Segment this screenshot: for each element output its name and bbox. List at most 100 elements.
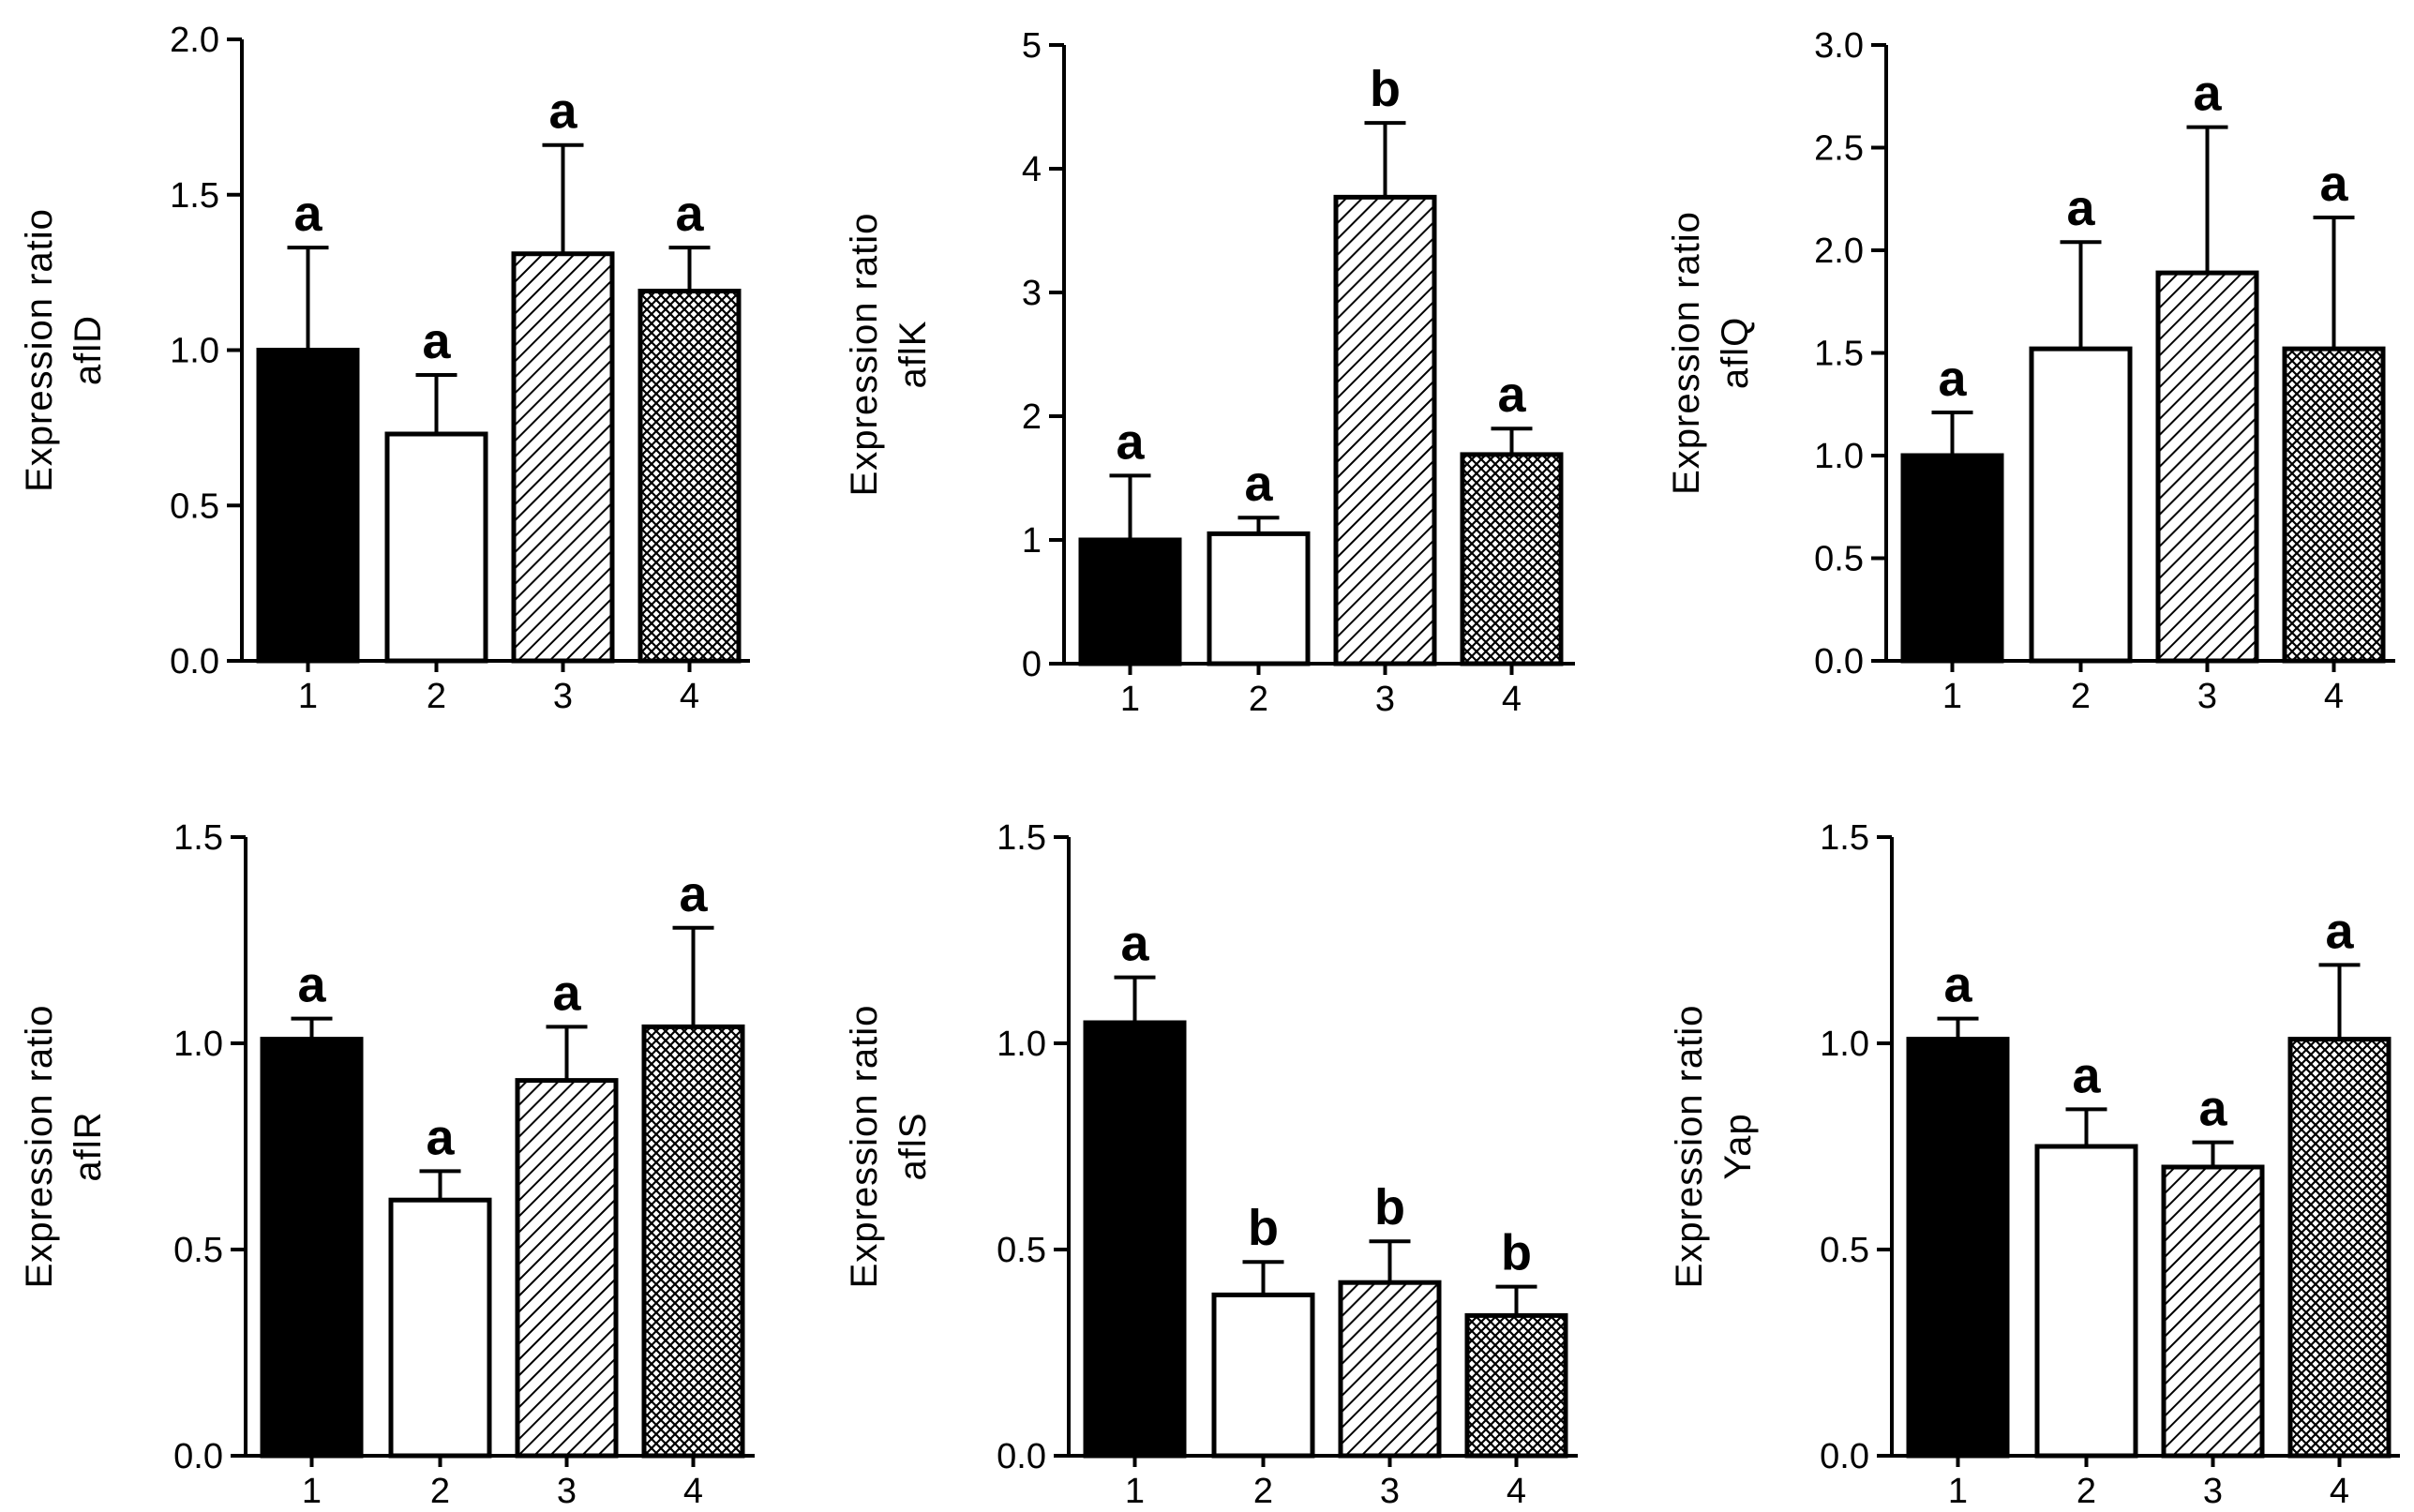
- bar-3: [2155, 270, 2259, 664]
- bar-4: [2282, 346, 2386, 664]
- bar-4: [637, 289, 742, 664]
- x-tick-label: 2: [1253, 1472, 1273, 1511]
- x-tick-label: 1: [302, 1472, 322, 1511]
- bar-3: [2161, 1164, 2265, 1459]
- y-tick-label: 0.5: [170, 487, 219, 526]
- bar-3: [515, 1078, 619, 1459]
- y-tick-label: 1.5: [1814, 335, 1864, 374]
- significance-label: a: [2072, 1047, 2101, 1103]
- y-axis-label-line: aflS: [892, 1113, 934, 1181]
- significance-label: b: [1248, 1200, 1279, 1256]
- y-tick-label: 1.0: [173, 1025, 223, 1064]
- significance-label: a: [1244, 456, 1273, 512]
- chart-panel-6: 0.0 0.5 1.0 1.5 Expression ratio Yap a 1 a 2 a 3 a 4: [1669, 818, 2400, 1511]
- x-tick-label: 3: [1375, 680, 1395, 719]
- bar-4: [2287, 1037, 2392, 1459]
- y-tick-label: 0: [1022, 645, 1042, 684]
- x-tick-label: 2: [2077, 1472, 2096, 1511]
- significance-label: a: [1943, 957, 1972, 1013]
- x-tick-label: 2: [430, 1472, 450, 1511]
- bar-2: [2029, 346, 2133, 664]
- x-tick-label: 3: [2203, 1472, 2223, 1511]
- significance-label: a: [422, 313, 451, 369]
- bar-3: [511, 251, 615, 664]
- y-axis-label-line: aflR: [67, 1111, 109, 1181]
- y-tick-label: 1.0: [1820, 1025, 1869, 1064]
- bar-3: [1333, 194, 1437, 666]
- chart-panel-4: 0.0 0.5 1.0 1.5 Expression ratio aflR a 1 a 2 a 3 a 4: [19, 818, 755, 1511]
- y-axis-label-line: Yap: [1717, 1113, 1759, 1179]
- significance-label: b: [1501, 1225, 1532, 1281]
- y-tick-label: 0.0: [170, 642, 219, 681]
- bar-1: [1906, 1037, 2010, 1459]
- y-axis-label: Expression ratio aflQ: [1666, 211, 1756, 495]
- y-tick-label: 0.0: [997, 1437, 1046, 1476]
- chart-panel-1: 0.0 0.5 1.0 1.5 2.0 Expression ratio aflD a 1 a 2 a…: [19, 21, 750, 716]
- chart-panel-3: 0.0 0.5 1.0 1.5 2.0 2.5 3.0 Expression ratio afl…: [1666, 26, 2395, 716]
- significance-label: a: [297, 957, 326, 1013]
- significance-label: b: [1370, 61, 1401, 117]
- significance-label: a: [1497, 367, 1526, 423]
- x-tick-label: 4: [680, 677, 699, 716]
- bar-2: [1207, 531, 1311, 666]
- y-tick-label: 0.5: [997, 1231, 1046, 1270]
- x-tick-label: 1: [1942, 677, 1962, 716]
- y-tick-label: 1.5: [173, 818, 223, 858]
- significance-label: a: [1120, 916, 1149, 972]
- y-tick-label: 3.0: [1814, 26, 1864, 66]
- x-tick-label: 3: [553, 677, 573, 716]
- bar-2: [1211, 1292, 1315, 1459]
- y-axis-label-line: Expression ratio: [19, 1005, 60, 1289]
- bar-2: [2034, 1144, 2138, 1459]
- y-tick-label: 2: [1022, 397, 1042, 437]
- y-tick-label: 1.0: [1814, 437, 1864, 476]
- significance-label: a: [552, 965, 581, 1021]
- y-tick-label: 1.5: [997, 818, 1046, 858]
- y-tick-label: 3: [1022, 274, 1042, 313]
- y-tick-label: 0.0: [1820, 1437, 1869, 1476]
- y-tick-label: 2.0: [1814, 232, 1864, 271]
- bar-3: [1338, 1280, 1442, 1459]
- y-axis-label-line: Expression ratio: [19, 208, 60, 492]
- significance-label: a: [2066, 180, 2095, 236]
- y-tick-label: 0.5: [1820, 1231, 1869, 1270]
- y-tick-label: 1.0: [170, 332, 219, 371]
- significance-label: a: [2319, 156, 2348, 212]
- x-tick-label: 4: [2324, 677, 2344, 716]
- y-tick-label: 1.5: [1820, 818, 1869, 858]
- x-tick-label: 1: [1120, 680, 1140, 719]
- y-axis-label-line: Expression ratio: [844, 1005, 885, 1289]
- y-tick-label: 0.0: [173, 1437, 223, 1476]
- significance-label: a: [2325, 903, 2354, 959]
- bar-1: [256, 348, 360, 664]
- bar-1: [1900, 453, 2004, 664]
- y-tick-label: 4: [1022, 150, 1042, 189]
- y-axis-label-line: Expression ratio: [844, 213, 885, 497]
- significance-label: b: [1374, 1179, 1405, 1235]
- y-axis-label: Expression ratio aflK: [844, 213, 934, 497]
- y-axis-label: Expression ratio Yap: [1669, 1005, 1759, 1289]
- y-tick-label: 0.5: [1814, 540, 1864, 579]
- x-tick-label: 4: [1502, 680, 1522, 719]
- significance-label: a: [675, 186, 704, 242]
- bar-4: [641, 1024, 745, 1459]
- significance-label: a: [548, 83, 577, 140]
- x-tick-label: 3: [2197, 677, 2217, 716]
- y-axis-label-line: Expression ratio: [1666, 211, 1707, 495]
- x-tick-label: 4: [2330, 1472, 2349, 1511]
- y-axis-label: Expression ratio aflD: [19, 208, 109, 492]
- x-tick-label: 3: [1380, 1472, 1400, 1511]
- x-tick-label: 2: [2071, 677, 2091, 716]
- significance-label: a: [1938, 351, 1967, 407]
- x-tick-label: 1: [298, 677, 318, 716]
- bar-2: [384, 431, 488, 664]
- y-axis-label: Expression ratio aflR: [19, 1005, 109, 1289]
- bar-1: [1078, 537, 1182, 666]
- x-tick-label: 3: [557, 1472, 577, 1511]
- x-tick-label: 1: [1125, 1472, 1145, 1511]
- y-tick-label: 2.5: [1814, 129, 1864, 169]
- y-axis-label-line: aflD: [67, 315, 109, 385]
- y-tick-label: 1.0: [997, 1025, 1046, 1064]
- bar-1: [1083, 1020, 1187, 1459]
